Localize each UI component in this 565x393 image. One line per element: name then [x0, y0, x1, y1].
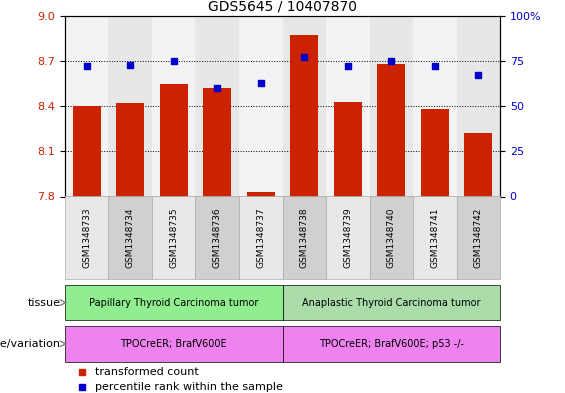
Text: GSM1348739: GSM1348739 [344, 208, 352, 268]
Bar [246, 192, 275, 196]
Bar [282, 285, 500, 320]
Text: Anaplastic Thyroid Carcinoma tumor: Anaplastic Thyroid Carcinoma tumor [302, 298, 480, 308]
Bar [239, 16, 282, 196]
Bar [159, 83, 188, 196]
Bar [116, 103, 145, 196]
Bar [195, 196, 239, 279]
Text: tissue: tissue [28, 298, 60, 308]
Bar [282, 16, 326, 196]
Text: percentile rank within the sample: percentile rank within the sample [95, 382, 283, 392]
Bar [413, 196, 457, 279]
Bar [457, 16, 500, 196]
Bar [195, 16, 239, 196]
Bar [457, 196, 500, 279]
Text: GSM1348733: GSM1348733 [82, 208, 91, 268]
Point [212, 85, 221, 91]
Point [256, 79, 265, 86]
Bar [282, 196, 326, 279]
Point [82, 63, 92, 70]
Bar [413, 16, 457, 196]
Point [386, 58, 396, 64]
Text: GSM1348740: GSM1348740 [387, 208, 396, 268]
Bar [370, 16, 413, 196]
Text: GSM1348734: GSM1348734 [126, 208, 134, 268]
Bar [65, 16, 108, 196]
Text: GSM1348735: GSM1348735 [170, 208, 178, 268]
Point [125, 61, 134, 68]
Point [299, 54, 308, 61]
Text: GSM1348736: GSM1348736 [213, 208, 221, 268]
Bar [326, 16, 370, 196]
Bar [203, 88, 232, 196]
Text: TPOCreER; BrafV600E; p53 -/-: TPOCreER; BrafV600E; p53 -/- [319, 339, 464, 349]
Bar [72, 106, 101, 196]
Text: GSM1348737: GSM1348737 [257, 208, 265, 268]
Bar [152, 16, 195, 196]
Title: GDS5645 / 10407870: GDS5645 / 10407870 [208, 0, 357, 13]
Text: transformed count: transformed count [95, 367, 199, 376]
Bar [326, 196, 370, 279]
Bar [239, 196, 282, 279]
Text: Papillary Thyroid Carcinoma tumor: Papillary Thyroid Carcinoma tumor [89, 298, 258, 308]
Bar [333, 101, 362, 196]
Point [430, 63, 439, 70]
Bar [108, 16, 152, 196]
Bar [464, 133, 493, 196]
Point [169, 58, 178, 64]
Bar [370, 196, 413, 279]
Bar [108, 196, 152, 279]
Text: genotype/variation: genotype/variation [0, 339, 60, 349]
Bar [152, 196, 195, 279]
Point [343, 63, 352, 70]
Text: GSM1348741: GSM1348741 [431, 208, 439, 268]
Bar [65, 326, 282, 362]
Bar [65, 196, 108, 279]
Bar [377, 64, 406, 196]
Text: TPOCreER; BrafV600E: TPOCreER; BrafV600E [120, 339, 227, 349]
Bar [420, 109, 449, 196]
Text: GSM1348742: GSM1348742 [474, 208, 483, 268]
Bar [282, 326, 500, 362]
Text: GSM1348738: GSM1348738 [300, 208, 308, 268]
Bar [65, 285, 282, 320]
Bar [290, 35, 319, 197]
Point [473, 72, 483, 79]
